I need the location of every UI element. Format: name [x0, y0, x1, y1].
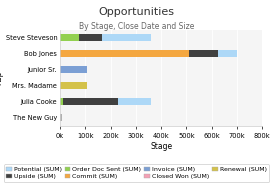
Bar	[60, 50, 189, 57]
Bar	[102, 34, 151, 41]
X-axis label: Stage: Stage	[150, 142, 172, 151]
Y-axis label: Rep: Rep	[0, 70, 3, 85]
Legend: Potential (SUM), Upside (SUM), Order Doc Sent (SUM), Commit (SUM), Invoice (SUM): Potential (SUM), Upside (SUM), Order Doc…	[4, 164, 269, 182]
Bar	[63, 98, 118, 105]
Text: Opportunities: Opportunities	[99, 7, 174, 17]
Bar	[60, 114, 62, 121]
Bar	[60, 82, 87, 89]
Bar	[60, 98, 63, 105]
Bar	[118, 98, 151, 105]
Bar	[79, 34, 102, 41]
Text: By Stage, Close Date and Size: By Stage, Close Date and Size	[79, 22, 194, 31]
Bar	[218, 50, 237, 57]
Bar	[60, 66, 87, 73]
Bar	[60, 34, 79, 41]
Bar	[189, 50, 218, 57]
